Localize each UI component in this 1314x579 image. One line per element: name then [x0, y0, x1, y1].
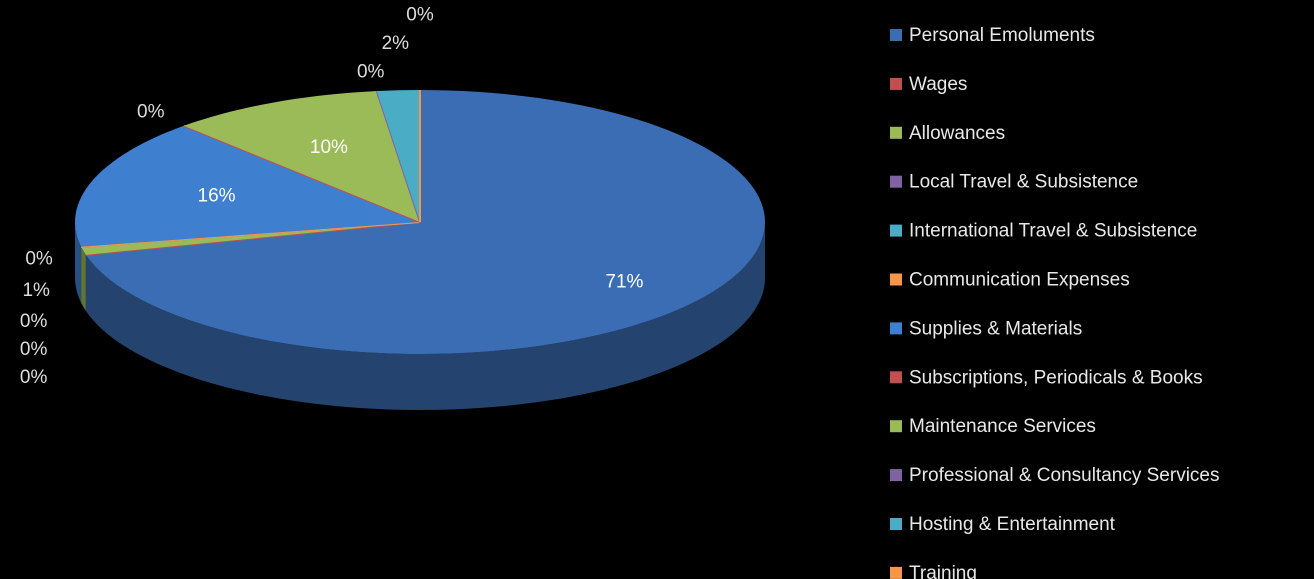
- legend-label: Personal Emoluments: [909, 25, 1095, 46]
- legend-label: Training: [909, 563, 977, 579]
- slice-side: [85, 222, 765, 410]
- legend-label: Professional & Consultancy Services: [909, 465, 1219, 486]
- legend-label: Allowances: [909, 123, 1005, 144]
- legend-label: Local Travel & Subsistence: [909, 172, 1138, 193]
- legend-label: Supplies & Materials: [909, 318, 1082, 339]
- data-label: 0%: [20, 367, 48, 388]
- legend-swatch: [890, 469, 902, 482]
- data-label: 0%: [20, 339, 48, 360]
- legend-swatch: [890, 566, 902, 579]
- data-label: 0%: [25, 248, 53, 269]
- slice: [81, 222, 420, 255]
- legend-swatch: [890, 77, 902, 90]
- data-label: 0%: [20, 311, 48, 332]
- slice-side: [75, 222, 82, 303]
- legend-swatch: [890, 518, 902, 530]
- legend-swatch: [890, 273, 902, 286]
- legend-label: International Travel & Subsistence: [909, 221, 1197, 242]
- legend-label: Subscriptions, Periodicals & Books: [909, 367, 1203, 388]
- legend-label: Wages: [909, 74, 967, 95]
- slice: [85, 90, 765, 354]
- data-label: 16%: [198, 186, 236, 207]
- legend-swatch: [890, 224, 902, 237]
- data-label: 0%: [406, 5, 434, 26]
- slice: [376, 90, 420, 222]
- data-label: 0%: [137, 101, 165, 122]
- slice-side: [81, 246, 86, 311]
- data-label: 0%: [357, 62, 385, 83]
- legend-swatch: [890, 371, 902, 384]
- legend-swatch: [890, 175, 902, 188]
- legend-swatch: [890, 29, 902, 41]
- legend-swatch: [890, 420, 902, 433]
- data-label: 1%: [22, 280, 50, 301]
- data-label: 71%: [605, 272, 643, 293]
- legend-swatch: [890, 322, 902, 335]
- legend-swatch: [890, 126, 902, 139]
- data-label: 2%: [382, 33, 410, 54]
- slice: [183, 91, 420, 222]
- slice: [375, 90, 421, 223]
- legend-label: Communication Expenses: [909, 270, 1130, 291]
- data-label: 10%: [310, 137, 348, 158]
- slice: [75, 125, 421, 247]
- legend-label: Maintenance Services: [909, 416, 1096, 437]
- legend-label: Hosting & Entertainment: [909, 514, 1116, 535]
